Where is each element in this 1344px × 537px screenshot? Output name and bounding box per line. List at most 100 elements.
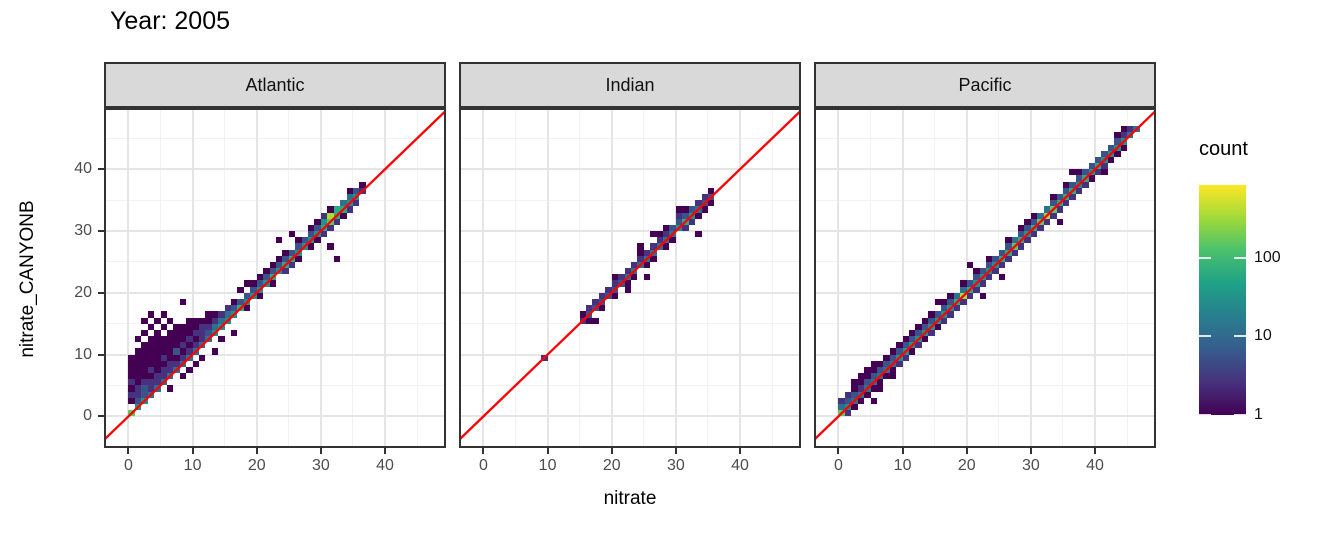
bin-cell xyxy=(179,342,187,349)
bin-cell xyxy=(611,274,619,281)
bin-cell xyxy=(934,299,942,306)
bin-cell xyxy=(1069,169,1076,176)
bin-cell xyxy=(141,360,148,367)
legend-tick-mark xyxy=(1199,256,1211,259)
bin-cell xyxy=(147,366,155,374)
bin-cell xyxy=(675,218,683,225)
bin-cell xyxy=(915,323,922,330)
bin-cell xyxy=(134,354,142,361)
legend-tick-mark xyxy=(1234,335,1246,338)
bin-cell xyxy=(889,354,897,361)
bin-cell xyxy=(243,280,251,287)
bin-cell xyxy=(876,385,884,392)
bin-cell xyxy=(605,286,612,293)
bin-cell xyxy=(1018,231,1025,238)
x-tick-label: 0 xyxy=(123,457,133,474)
bin-cell xyxy=(141,342,148,349)
bin-cell xyxy=(1101,150,1108,157)
bin-cell xyxy=(586,305,593,312)
bin-cell xyxy=(308,231,315,238)
bin-cell xyxy=(218,311,225,318)
bin-cell xyxy=(851,385,858,392)
bin-cell xyxy=(134,391,142,398)
bin-cell xyxy=(1030,231,1038,238)
bin-cell xyxy=(1088,175,1095,182)
bin-cell xyxy=(186,323,193,330)
bin-cell xyxy=(650,243,657,250)
bin-cell xyxy=(611,292,619,299)
bin-cell xyxy=(282,249,289,256)
bin-cell xyxy=(173,336,180,343)
bin-cell xyxy=(579,311,587,318)
bin-cell xyxy=(1101,169,1108,176)
bin-cell xyxy=(173,329,180,337)
bin-cell xyxy=(275,255,283,262)
bin-cell xyxy=(314,237,321,244)
bin-cell xyxy=(141,354,148,361)
bin-cell xyxy=(669,237,676,244)
gridline-minor xyxy=(870,110,872,446)
bin-cell xyxy=(973,268,980,275)
bin-cell xyxy=(147,342,155,349)
facet-pacific: Pacific 0 10 20 30 40 xyxy=(814,62,1156,492)
gridline-minor xyxy=(771,110,773,446)
bin-cell xyxy=(624,268,631,275)
gridline-major xyxy=(461,353,799,356)
x-tick-mark xyxy=(546,448,549,454)
x-tick-mark xyxy=(837,448,840,454)
x-tick-label: 30 xyxy=(666,457,685,474)
bin-cell xyxy=(147,379,155,386)
bin-cell xyxy=(870,360,877,367)
bin-cell xyxy=(1082,169,1089,176)
bin-cell xyxy=(896,342,903,349)
bin-cell xyxy=(1018,243,1025,250)
bin-cell xyxy=(166,348,174,355)
bin-cell xyxy=(908,348,916,355)
y-axis-title: nitrate_CANYONB xyxy=(17,200,38,358)
bin-cell xyxy=(198,329,206,337)
bin-cell xyxy=(160,354,167,361)
bin-cell xyxy=(198,354,206,361)
bin-cell xyxy=(218,336,225,343)
x-axis-title: nitrate xyxy=(603,488,657,509)
bin-cell xyxy=(598,292,606,299)
bin-cell xyxy=(953,292,961,299)
bin-cell xyxy=(701,194,708,201)
bin-cell xyxy=(147,336,155,343)
gridline-minor xyxy=(1126,110,1128,446)
bin-cell xyxy=(695,200,702,207)
bin-cell xyxy=(314,218,321,225)
bin-cell xyxy=(141,385,148,392)
y-tick-mark xyxy=(98,291,104,294)
bin-cell xyxy=(128,379,135,386)
bin-cell xyxy=(915,329,922,337)
bin-cell xyxy=(998,274,1006,281)
bin-cell xyxy=(166,360,174,367)
bin-cell xyxy=(333,218,341,225)
bin-cell xyxy=(134,373,142,380)
bin-cell xyxy=(134,379,142,386)
bin-cell xyxy=(160,311,167,318)
bin-cell xyxy=(211,317,219,324)
bin-cell xyxy=(173,360,180,367)
bin-cell xyxy=(902,354,909,361)
bin-cell xyxy=(269,280,276,287)
bin-cell xyxy=(630,274,638,281)
bin-cell xyxy=(1056,194,1063,201)
gridline-minor xyxy=(816,323,1154,325)
bin-cell xyxy=(320,218,328,225)
gridline-minor xyxy=(816,137,1154,139)
bin-cell xyxy=(346,194,353,201)
x-tick-mark xyxy=(191,448,194,454)
x-tick-label: 20 xyxy=(247,457,266,474)
bin-cell xyxy=(966,292,974,299)
bin-cell xyxy=(643,261,651,269)
bin-cell xyxy=(173,354,180,361)
gridline-major xyxy=(546,110,549,446)
bin-cell xyxy=(979,280,986,287)
bin-cell xyxy=(192,323,199,330)
x-axis-pacific: 0 10 20 30 40 xyxy=(814,448,1156,492)
gridline-minor xyxy=(106,384,444,386)
bin-cell xyxy=(192,360,199,367)
bin-cell xyxy=(889,348,897,355)
